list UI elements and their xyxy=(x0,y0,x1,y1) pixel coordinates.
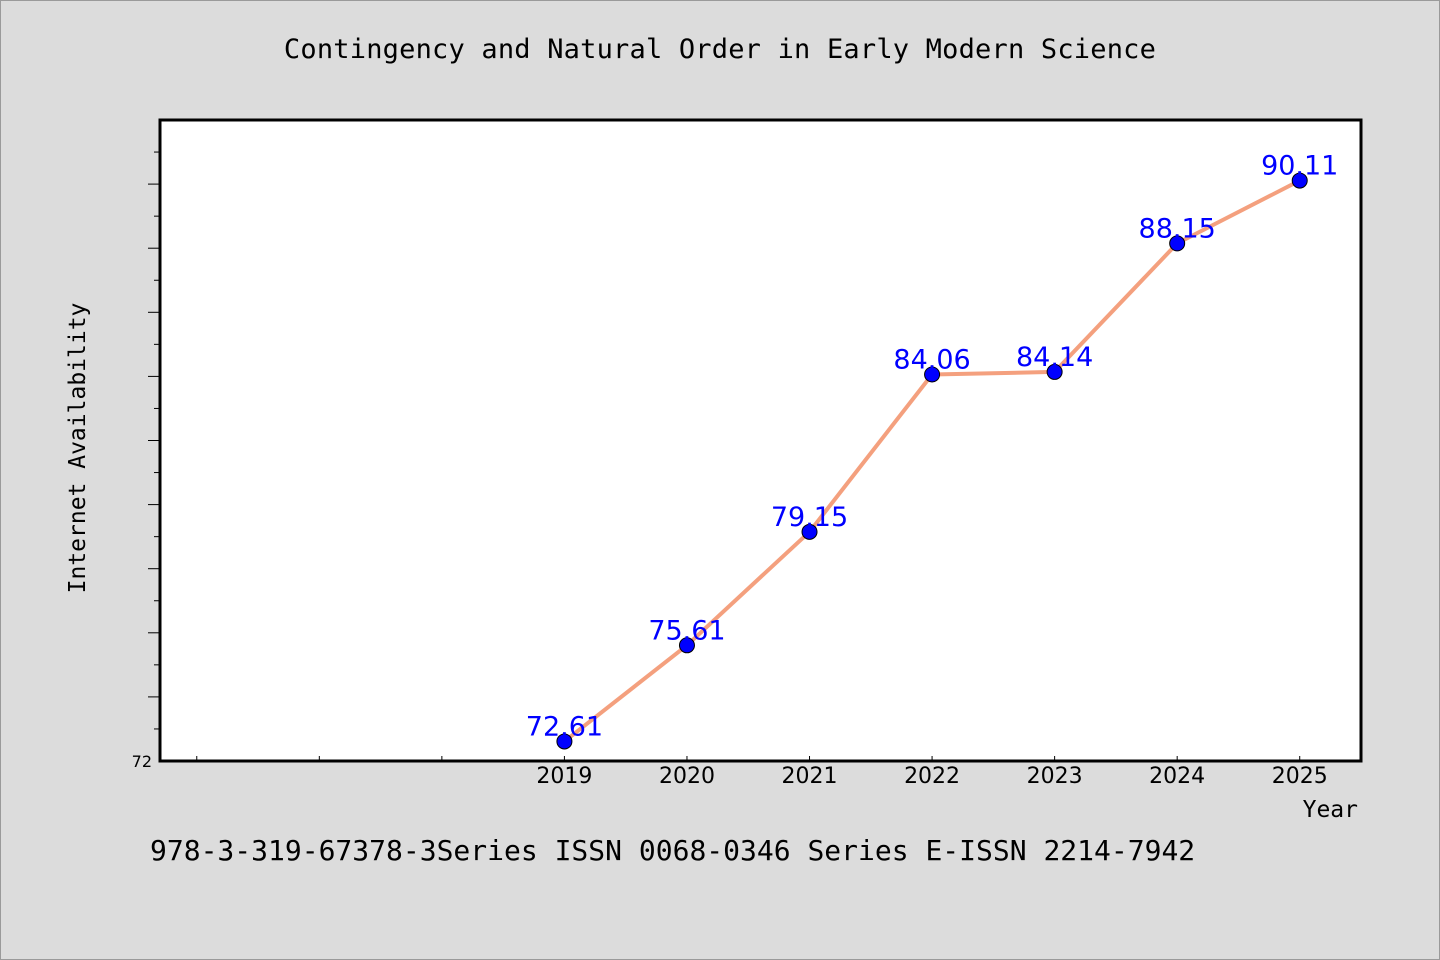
data-label: 84.14 xyxy=(1016,342,1093,373)
data-label: 75.61 xyxy=(648,615,725,646)
data-point xyxy=(1046,363,1063,380)
data-point xyxy=(924,366,941,383)
data-label: 79.15 xyxy=(771,502,848,533)
data-label: 72.61 xyxy=(526,711,603,742)
data-label: 90.11 xyxy=(1261,151,1338,182)
x-tick-label: 2024 xyxy=(1149,764,1205,789)
x-tick-label: 2021 xyxy=(782,764,838,789)
series-markers xyxy=(556,172,1308,750)
data-point xyxy=(801,523,818,540)
data-label: 84.06 xyxy=(893,344,970,375)
plot-area xyxy=(158,118,1363,763)
data-point xyxy=(678,637,695,654)
x-tick-label: 2020 xyxy=(659,764,715,789)
y-axis-title: Internet Availability xyxy=(65,303,91,594)
x-axis-title: Year xyxy=(1303,797,1358,823)
y-tick-labels: 72 xyxy=(132,752,152,771)
data-point xyxy=(556,733,573,750)
x-axis-ticks xyxy=(196,756,1301,761)
y-tick-label: 72 xyxy=(132,752,152,771)
chart-title: Contingency and Natural Order in Early M… xyxy=(283,34,1157,65)
data-label: 88.15 xyxy=(1139,213,1216,244)
data-labels: 72.61 75.61 79.15 84.06 84.14 88.15 90.11 xyxy=(526,151,1339,743)
footer-isbn-text: 978-3-319-67378-3Series ISSN 0068-0346 S… xyxy=(150,834,1196,867)
x-tick-label: 2019 xyxy=(536,764,592,789)
y-axis-ticks xyxy=(148,151,160,730)
x-tick-labels: 2019 2020 2021 2022 2023 2024 2025 xyxy=(536,764,1327,789)
x-tick-label: 2025 xyxy=(1272,764,1328,789)
x-tick-label: 2023 xyxy=(1027,764,1083,789)
x-tick-label: 2022 xyxy=(904,764,960,789)
data-point xyxy=(1291,172,1308,189)
data-point xyxy=(1169,235,1186,252)
